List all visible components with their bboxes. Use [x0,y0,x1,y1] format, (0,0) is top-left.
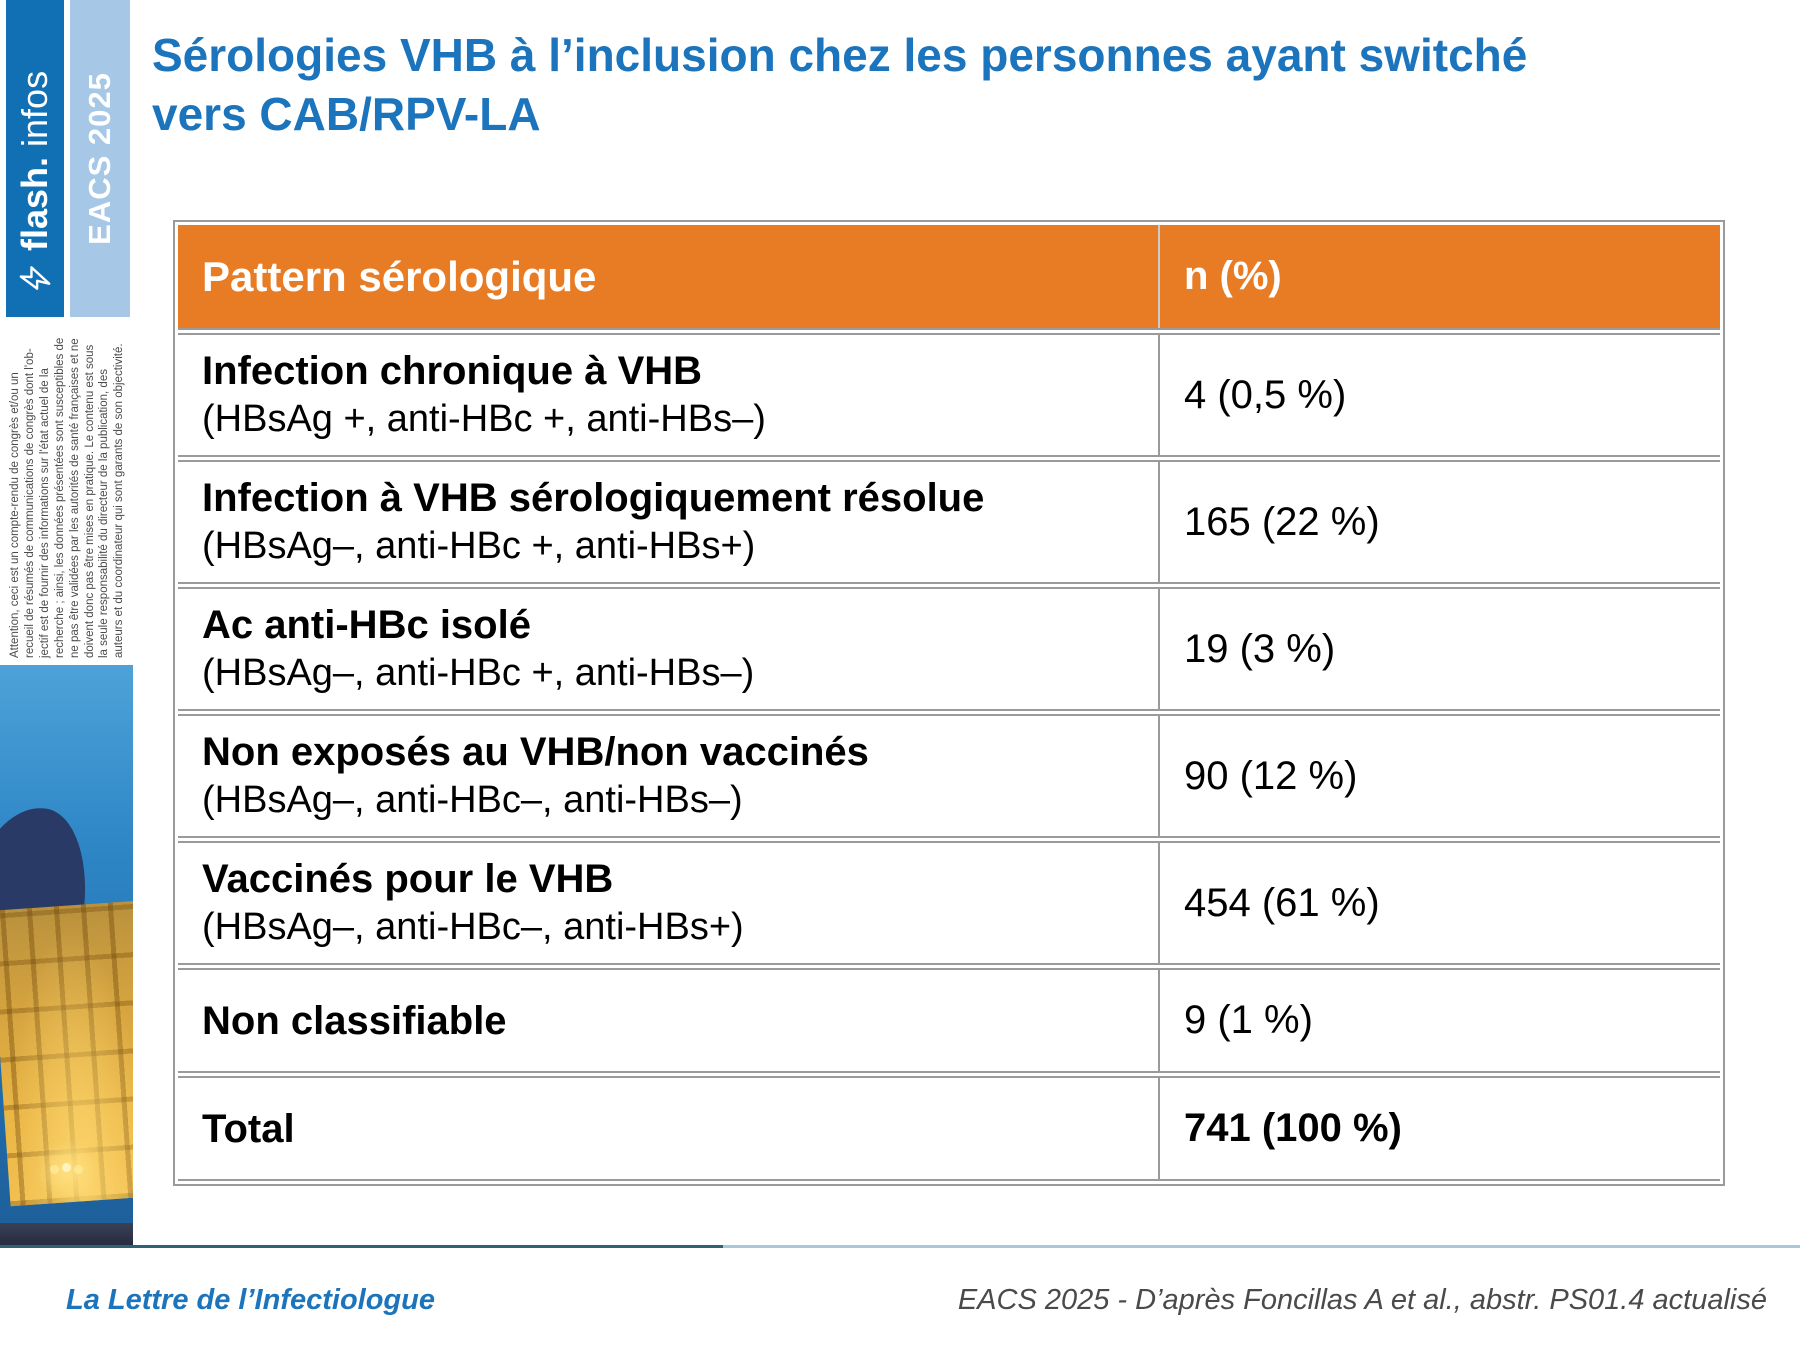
header-n-percent: n (%) [1158,225,1720,328]
pattern-serology-detail: (HBsAg +, anti-HBc +, anti-HBs–) [202,398,766,440]
pattern-title: Infection à VHB sérologiquement résolue [202,476,985,520]
pattern-cell: Non classifiable [178,970,1158,1071]
pattern-cell: Infection à VHB sérologiquement résolue (… [178,462,1158,582]
journal-name: La Lettre de l’Infectiologue [66,1284,435,1316]
pattern-title: Non exposés au VHB/non vaccinés [202,730,869,774]
count-cell: 19 (3 %) [1158,589,1720,709]
table-header-row: Pattern sérologique n (%) [178,225,1720,330]
pattern-title: Non classifiable [202,998,507,1043]
table-row: Ac anti-HBc isolé (HBsAg–, anti-HBc +, an… [178,587,1720,711]
pattern-cell: Ac anti-HBc isolé (HBsAg–, anti-HBc +, an… [178,589,1158,709]
serology-table: Pattern sérologique n (%) Infection chro… [173,220,1725,1186]
pattern-title: Vaccinés pour le VHB [202,857,614,901]
brand-name-bold: flash. [14,156,55,251]
count-cell: 4 (0,5 %) [1158,335,1720,455]
reference-citation: EACS 2025 - D’après Foncillas A et al., … [957,1284,1767,1316]
count-cell: 165 (22 %) [1158,462,1720,582]
table-row: Infection chronique à VHB (HBsAg +, anti-… [178,333,1720,457]
footer-rule-light [723,1245,1800,1248]
table-row: Vaccinés pour le VHB (HBsAg–, anti-HBc–, … [178,841,1720,965]
table-body: Infection chronique à VHB (HBsAg +, anti-… [178,333,1720,1181]
street-lamp [62,1163,71,1172]
page-title: Sérologies VHB à l’inclusion chez les pe… [152,29,1528,140]
pattern-title: Ac anti-HBc isolé [202,603,531,647]
count-cell: 90 (12 %) [1158,716,1720,836]
pattern-cell: Vaccinés pour le VHB (HBsAg–, anti-HBc–, … [178,843,1158,963]
footer-rule-dark [0,1245,723,1248]
pattern-serology-detail: (HBsAg–, anti-HBc–, anti-HBs–) [202,779,743,821]
pattern-serology-detail: (HBsAg–, anti-HBc +, anti-HBs+) [202,525,756,567]
pattern-cell: Non exposés au VHB/non vaccinés (HBsAg–, … [178,716,1158,836]
event-label: EACS 2025 [82,72,117,245]
count-cell: 741 (100 %) [1158,1078,1720,1179]
pattern-title: Total [202,1106,295,1151]
disclaimer-block: Attention, ceci est un compte-rendu de c… [8,326,132,660]
table-row: Non classifiable 9 (1 %) [178,968,1720,1073]
count-cell: 454 (61 %) [1158,843,1720,963]
pattern-serology-detail: (HBsAg–, anti-HBc +, anti-HBs–) [202,652,755,694]
lightning-bolt-icon [19,266,51,290]
pattern-cell: Total [178,1078,1158,1179]
count-cell: 9 (1 %) [1158,970,1720,1071]
flash-infos-bar: flash. infos [6,0,64,317]
flash-infos-logo: flash. infos [6,0,64,317]
disclaimer-text: Attention, ceci est un compte-rendu de c… [9,337,126,658]
table-row: Total 741 (100 %) [178,1076,1720,1181]
louvre-photo [0,665,133,1245]
table-row: Infection à VHB sérologiquement résolue (… [178,460,1720,584]
header-pattern: Pattern sérologique [202,252,597,300]
eacs-2025-bar: EACS 2025 [70,0,130,317]
pattern-serology-detail: (HBsAg–, anti-HBc–, anti-HBs+) [202,906,744,948]
brand-name-light: infos [14,70,55,147]
photo-ground [0,1223,133,1245]
pattern-cell: Infection chronique à VHB (HBsAg +, anti-… [178,335,1158,455]
table-row: Non exposés au VHB/non vaccinés (HBsAg–, … [178,714,1720,838]
pattern-title: Infection chronique à VHB [202,349,703,393]
